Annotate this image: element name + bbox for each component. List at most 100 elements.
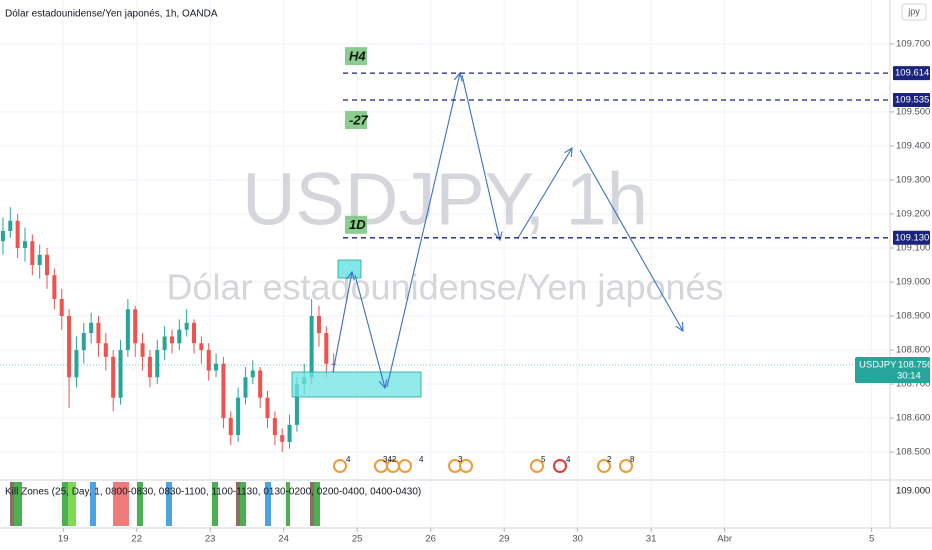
candle-body bbox=[331, 363, 336, 366]
y-tick-label: 108.600 bbox=[896, 413, 930, 424]
events: 4 342 4 3 5 4 2 8 bbox=[333, 455, 635, 473]
arrow bbox=[386, 73, 460, 388]
arrow bbox=[332, 272, 352, 373]
candle-body bbox=[74, 350, 79, 378]
candle-body bbox=[118, 350, 123, 398]
x-tick-label: 19 bbox=[58, 534, 69, 545]
candle-body bbox=[0, 230, 5, 242]
y-tick-label: 109.500 bbox=[896, 106, 930, 117]
level-tag: 1D bbox=[349, 217, 366, 232]
candle-body bbox=[265, 397, 270, 419]
candle-body bbox=[324, 333, 329, 364]
watermark-name: Dólar estadounidense/Yen japonés bbox=[166, 267, 723, 308]
arrow bbox=[517, 148, 572, 239]
stripe bbox=[113, 482, 129, 526]
candles bbox=[0, 207, 336, 453]
event-count: 4 bbox=[566, 455, 571, 464]
event-icon bbox=[553, 459, 567, 473]
candle-body bbox=[169, 336, 174, 344]
currency: jpy bbox=[907, 6, 920, 16]
candle-body bbox=[258, 370, 263, 398]
chart-title: Dólar estadounidense/Yen japonés, 1h, OA… bbox=[5, 9, 218, 20]
stripe bbox=[90, 482, 96, 526]
candle-body bbox=[192, 322, 197, 344]
candle-body bbox=[15, 220, 20, 248]
x-tick-label: 25 bbox=[352, 534, 363, 545]
stripe bbox=[212, 482, 218, 526]
y-tick-label: 109.700 bbox=[896, 38, 930, 49]
stripe bbox=[314, 482, 320, 526]
candle-body bbox=[147, 356, 152, 378]
y-axis: 108.500 108.600 108.700 108.800 108.900 109.0… bbox=[890, 38, 930, 458]
x-tick-label: 29 bbox=[499, 534, 510, 545]
candle-body bbox=[221, 363, 226, 419]
level-tag-box bbox=[345, 47, 367, 66]
candle-body bbox=[177, 329, 182, 344]
x-tick-label: 5 bbox=[869, 534, 874, 545]
projection-arrows bbox=[332, 73, 683, 388]
event-count: 4 bbox=[419, 455, 424, 464]
x-tick-label: 22 bbox=[131, 534, 142, 545]
candle-body bbox=[81, 333, 86, 351]
y-tick-label: 109.000 bbox=[896, 277, 930, 288]
y-tick-label: 109.400 bbox=[896, 140, 930, 151]
x-tick-label: 23 bbox=[205, 534, 216, 545]
candle-body bbox=[133, 309, 138, 344]
candle-body bbox=[280, 435, 285, 442]
event-count: 4 bbox=[346, 455, 351, 464]
x-tick-label: 30 bbox=[572, 534, 583, 545]
stripe bbox=[286, 482, 290, 526]
event-icon bbox=[619, 459, 633, 473]
event-count: 5 bbox=[541, 455, 546, 464]
candle-body bbox=[243, 377, 248, 398]
arrow bbox=[461, 74, 500, 240]
stripe bbox=[137, 482, 143, 526]
candle-body bbox=[140, 343, 145, 357]
level-price: 109.535 bbox=[895, 95, 929, 106]
event-icon bbox=[333, 459, 347, 473]
level-price-box bbox=[893, 230, 930, 245]
stripe bbox=[68, 482, 76, 526]
stripe bbox=[240, 482, 246, 526]
event-icon bbox=[597, 459, 611, 473]
event-icon bbox=[530, 459, 544, 473]
kill-zone-stripes bbox=[10, 482, 320, 526]
stripe bbox=[166, 482, 172, 526]
currency-box bbox=[901, 3, 927, 21]
candle-body bbox=[155, 350, 160, 378]
candle-body bbox=[30, 241, 35, 266]
level-tag-box bbox=[345, 215, 367, 234]
last-price-box bbox=[855, 357, 930, 384]
candle-body bbox=[111, 356, 116, 398]
candle-body bbox=[199, 343, 204, 351]
x-tick-label: Abr bbox=[717, 534, 732, 545]
event-count: 342 bbox=[383, 455, 397, 464]
candle-body bbox=[162, 336, 167, 351]
level-tag: -27 bbox=[349, 112, 369, 127]
demand-zone bbox=[291, 371, 422, 398]
candle-body bbox=[37, 254, 42, 266]
stripe bbox=[14, 482, 22, 526]
candle-body bbox=[236, 397, 241, 436]
level-tag: H4 bbox=[349, 49, 366, 64]
candle-body bbox=[52, 275, 57, 300]
y-tick-label: 108.700 bbox=[896, 379, 930, 390]
indicator-name: Kill Zones (25, Day, 1, 0800-0830, 0830-… bbox=[5, 487, 421, 498]
candle-body bbox=[316, 316, 321, 334]
candle-body bbox=[214, 363, 219, 371]
candle-body bbox=[272, 418, 277, 436]
level-price-box bbox=[893, 66, 930, 81]
level-tag-box bbox=[345, 111, 367, 130]
event-icon bbox=[398, 459, 412, 473]
y-tick-label: 109.200 bbox=[896, 208, 930, 219]
stripe bbox=[10, 482, 14, 526]
candle-body bbox=[250, 370, 255, 378]
x-tick-label: 24 bbox=[278, 534, 289, 545]
grid bbox=[0, 0, 890, 528]
candle-body bbox=[125, 309, 130, 351]
stripe bbox=[236, 482, 240, 526]
candle-body bbox=[96, 322, 101, 344]
x-axis: 19 22 23 24 25 26 29 30 31 Abr 5 bbox=[58, 528, 874, 545]
